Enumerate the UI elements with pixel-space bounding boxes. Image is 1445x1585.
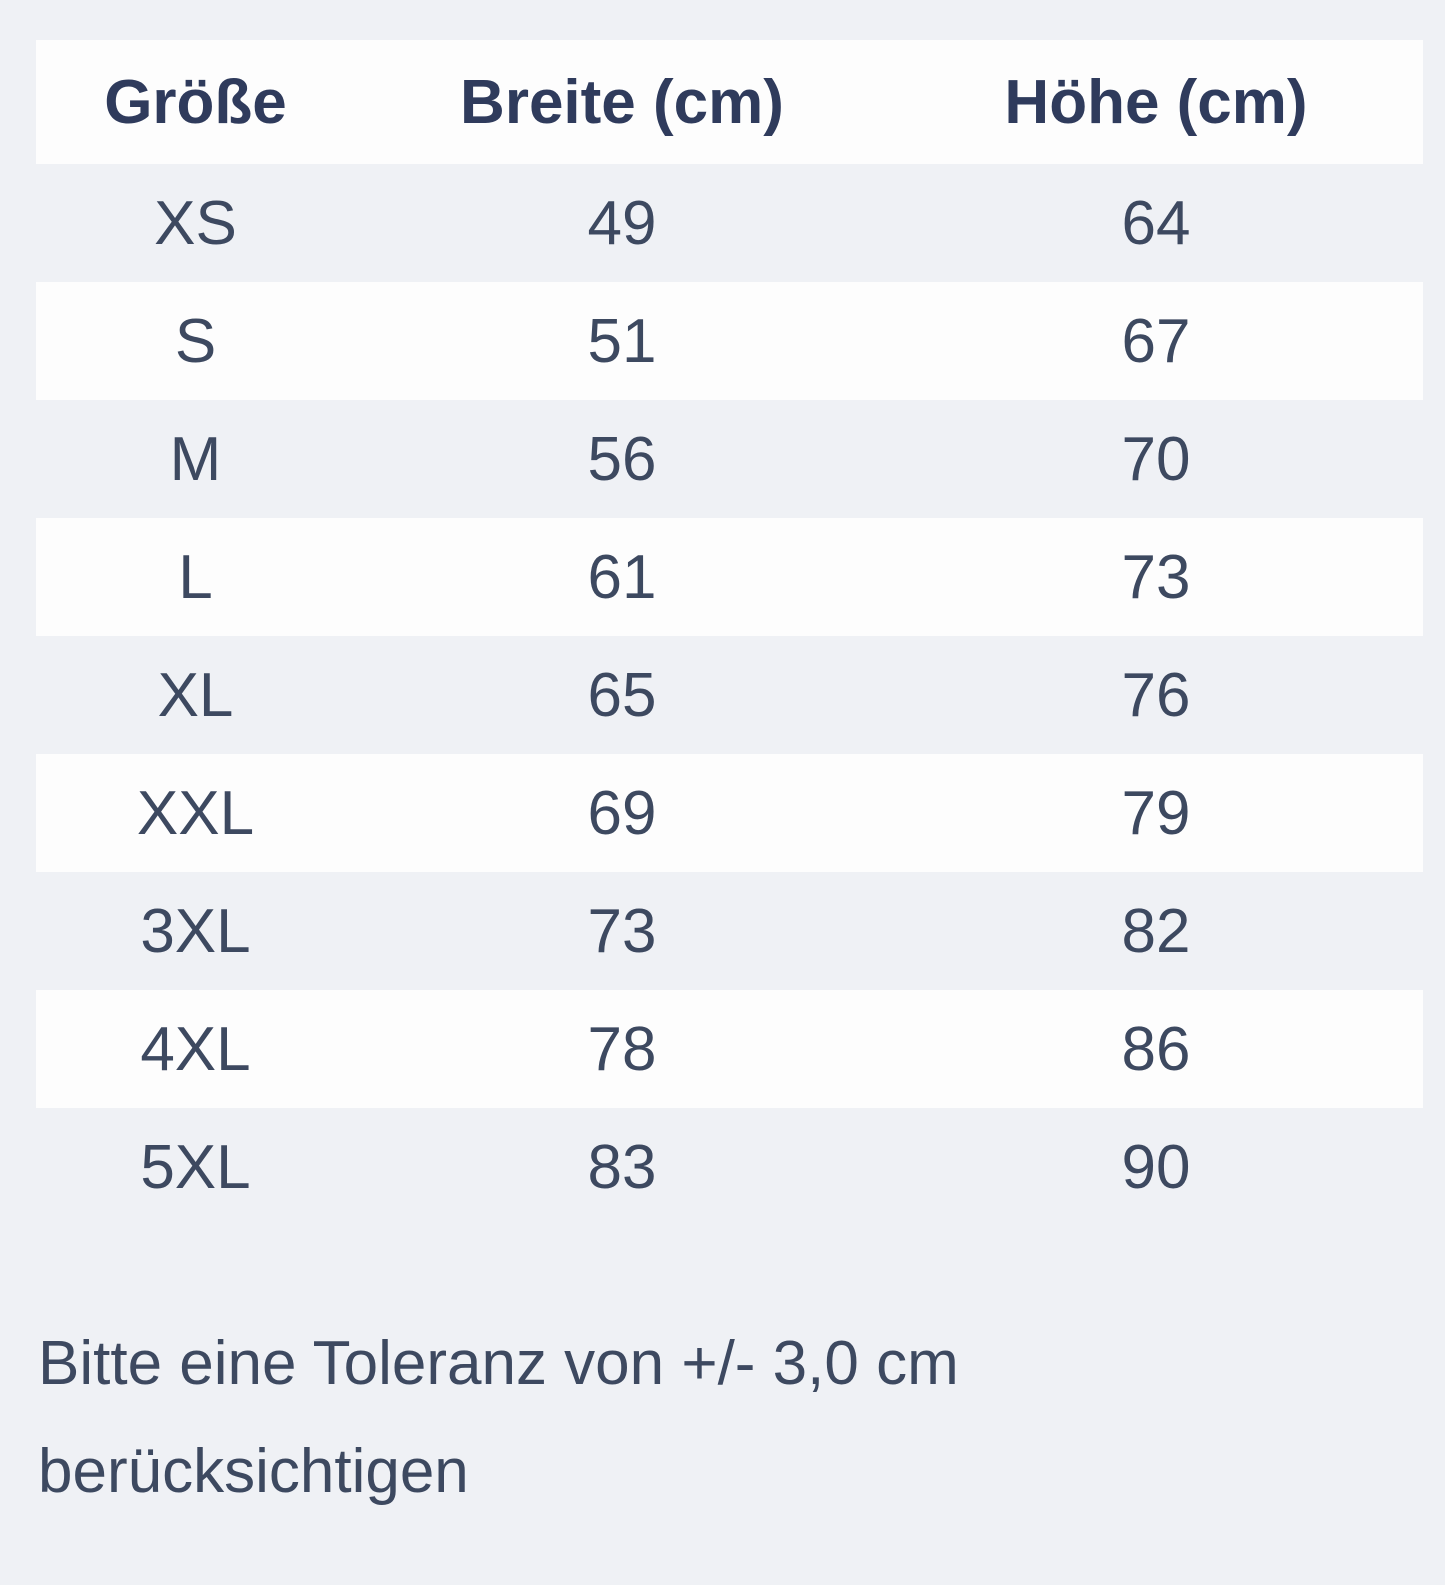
hoehe-cell: 86 — [1121, 1014, 1191, 1084]
size-cell: S — [174, 306, 217, 376]
table-row-4xl: 4XL 78 86 — [36, 990, 1423, 1108]
size-cell: 4XL — [140, 1014, 251, 1084]
size-cell: 5XL — [140, 1132, 251, 1202]
column-header-hoehe: Höhe (cm) — [1004, 67, 1308, 137]
hoehe-cell: 73 — [1121, 542, 1191, 612]
breite-cell: 65 — [587, 660, 657, 730]
hoehe-cell: 76 — [1121, 660, 1191, 730]
hoehe-cell: 82 — [1121, 896, 1191, 966]
tolerance-note-line-2: berücksichtigen — [38, 1437, 469, 1506]
hoehe-cell: 70 — [1121, 424, 1191, 494]
size-cell: M — [169, 424, 222, 494]
breite-cell: 73 — [587, 896, 657, 966]
table-row-xs: XS 49 64 — [36, 164, 1423, 282]
breite-cell: 61 — [587, 542, 657, 612]
breite-cell: 78 — [587, 1014, 657, 1084]
size-cell: XXL — [136, 778, 255, 848]
size-cell: L — [178, 542, 213, 612]
column-header-groesse: Größe — [104, 67, 287, 137]
table-row-l: L 61 73 — [36, 518, 1423, 636]
hoehe-cell: 90 — [1121, 1132, 1191, 1202]
column-header-breite: Breite (cm) — [460, 67, 784, 137]
breite-cell: 83 — [587, 1132, 657, 1202]
table-row-m: M 56 70 — [36, 400, 1423, 518]
hoehe-cell: 64 — [1121, 188, 1191, 258]
hoehe-cell: 67 — [1121, 306, 1191, 376]
size-cell: XS — [154, 188, 237, 258]
hoehe-cell: 79 — [1121, 778, 1191, 848]
breite-cell: 51 — [587, 306, 657, 376]
table-row-5xl: 5XL 83 90 — [36, 1108, 1423, 1226]
table-row-xxl: XXL 69 79 — [36, 754, 1423, 872]
size-cell: XL — [157, 660, 234, 730]
tolerance-note: Bitte eine Toleranz von +/- 3,0 cm berüc… — [38, 1310, 1398, 1526]
size-chart-table: Größe Breite (cm) Höhe (cm) XS 49 64 S 5… — [36, 40, 1423, 1226]
tolerance-note-line-1: Bitte eine Toleranz von +/- 3,0 cm — [38, 1329, 959, 1398]
table-row-3xl: 3XL 73 82 — [36, 872, 1423, 990]
table-row-xl: XL 65 76 — [36, 636, 1423, 754]
table-row-s: S 51 67 — [36, 282, 1423, 400]
breite-cell: 69 — [587, 778, 657, 848]
breite-cell: 49 — [587, 188, 657, 258]
breite-cell: 56 — [587, 424, 657, 494]
header-row: Größe Breite (cm) Höhe (cm) — [36, 40, 1423, 164]
size-cell: 3XL — [140, 896, 251, 966]
